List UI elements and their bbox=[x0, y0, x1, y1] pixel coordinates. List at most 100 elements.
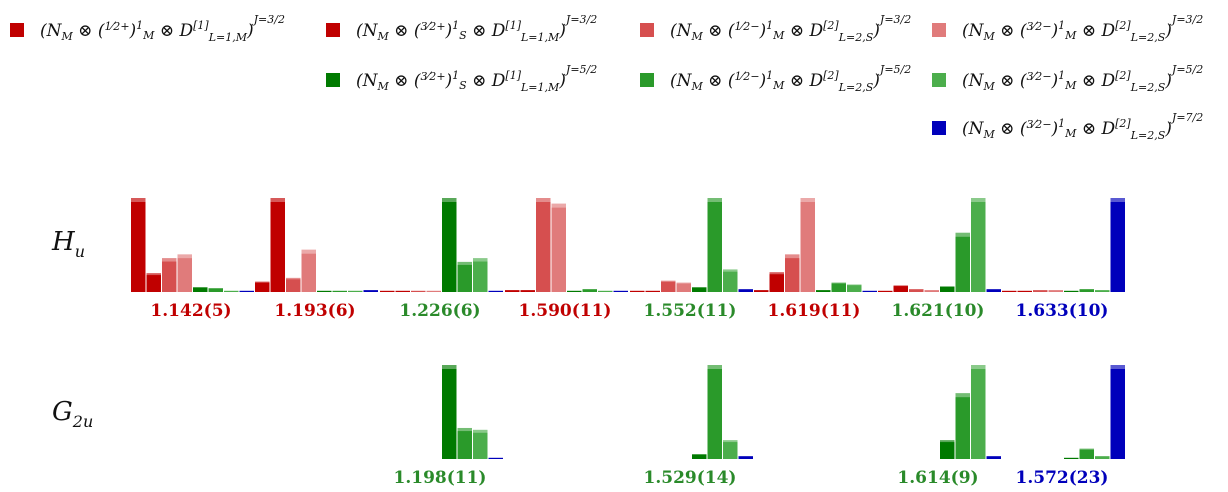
legend-entry-4: (NM ⊗ (3⁄2−)1M ⊗ D[2]L=2,S)J=3/2 bbox=[932, 13, 1203, 44]
bar bbox=[1017, 290, 1032, 292]
legend-entry-3: (NM ⊗ (1⁄2−)1M ⊗ D[2]L=2,S)J=3/2 bbox=[640, 13, 911, 44]
bar bbox=[940, 440, 955, 459]
bar bbox=[1033, 290, 1048, 292]
bar-group: 1.142(5) bbox=[131, 198, 254, 321]
mass-label: 1.619(11) bbox=[768, 301, 861, 321]
bar bbox=[676, 282, 691, 292]
bar-error-band bbox=[723, 440, 738, 443]
bar bbox=[816, 290, 831, 292]
bar bbox=[255, 281, 270, 292]
bar bbox=[800, 198, 815, 292]
bar bbox=[785, 254, 800, 292]
bar bbox=[661, 280, 676, 292]
bar bbox=[457, 261, 472, 292]
legend-swatch bbox=[326, 73, 340, 87]
bar bbox=[582, 289, 597, 292]
bar bbox=[878, 290, 893, 292]
bar bbox=[332, 290, 347, 292]
legend-label: (NM ⊗ (3⁄2+)1S ⊗ D[1]L=1,M)J=5/2 bbox=[356, 63, 597, 94]
bar-error-band bbox=[473, 429, 488, 433]
bar-error-band bbox=[769, 272, 784, 275]
bar bbox=[380, 290, 395, 292]
bar bbox=[707, 198, 722, 292]
bar bbox=[1048, 290, 1063, 292]
bar bbox=[738, 456, 753, 459]
bar bbox=[924, 290, 939, 292]
bar bbox=[363, 290, 378, 292]
mass-label: 1.529(14) bbox=[644, 468, 737, 488]
bar bbox=[146, 273, 161, 292]
legend: (NM ⊗ (1⁄2+)1M ⊗ D[1]L=1,M)J=3/2 (NM ⊗ (3… bbox=[10, 13, 1203, 142]
bar bbox=[442, 198, 457, 292]
bar-group: 1.193(6) bbox=[255, 198, 378, 321]
bar bbox=[1079, 289, 1094, 292]
mass-label: 1.193(6) bbox=[274, 301, 355, 321]
bar-error-band bbox=[255, 281, 270, 283]
bar bbox=[442, 365, 457, 459]
legend-entry-8: (NM ⊗ (3⁄2−)1M ⊗ D[2]L=2,S)J=7/2 bbox=[932, 111, 1203, 142]
bar-error-band bbox=[457, 427, 472, 432]
bar-error-band bbox=[286, 277, 301, 280]
legend-entry-2: (NM ⊗ (3⁄2+)1S ⊗ D[1]L=1,M)J=3/2 bbox=[326, 13, 597, 44]
bar-error-band bbox=[1079, 448, 1094, 450]
bar-error-band bbox=[177, 254, 192, 259]
bar-error-band bbox=[940, 286, 955, 287]
bar bbox=[971, 198, 986, 292]
bar bbox=[955, 393, 970, 459]
bar bbox=[1110, 365, 1125, 459]
bar bbox=[1064, 290, 1079, 292]
bar-error-band bbox=[893, 285, 908, 287]
bar bbox=[955, 232, 970, 292]
bar bbox=[971, 365, 986, 459]
bar bbox=[551, 203, 566, 292]
bar-error-band bbox=[162, 258, 177, 262]
bar bbox=[348, 290, 363, 292]
bar bbox=[1002, 290, 1017, 292]
bar bbox=[286, 277, 301, 292]
bar-error-band bbox=[723, 269, 738, 272]
bar-error-band bbox=[1110, 198, 1125, 202]
bar bbox=[1095, 290, 1110, 292]
bar-group: 1.198(11) bbox=[394, 365, 503, 488]
bar-group: 1.633(10) bbox=[1002, 198, 1125, 321]
bar bbox=[488, 290, 503, 292]
bar bbox=[193, 287, 208, 292]
bar bbox=[893, 285, 908, 292]
bar bbox=[692, 287, 707, 292]
bar bbox=[986, 289, 1001, 292]
bar bbox=[208, 288, 223, 292]
legend-swatch bbox=[640, 23, 654, 37]
legend-label: (NM ⊗ (1⁄2−)1M ⊗ D[2]L=2,S)J=5/2 bbox=[670, 63, 911, 94]
bar bbox=[505, 290, 520, 292]
mass-label: 1.633(10) bbox=[1016, 301, 1109, 321]
legend-swatch bbox=[932, 121, 946, 135]
row-label: Hu bbox=[51, 227, 85, 261]
bar bbox=[520, 290, 535, 292]
legend-label: (NM ⊗ (1⁄2+)1M ⊗ D[1]L=1,M)J=3/2 bbox=[40, 13, 285, 44]
bar bbox=[301, 249, 316, 292]
bar bbox=[831, 282, 846, 292]
bar bbox=[630, 290, 645, 292]
bar bbox=[723, 269, 738, 292]
bar bbox=[723, 440, 738, 459]
bar-error-band bbox=[301, 249, 316, 254]
bar-error-band bbox=[831, 282, 846, 284]
chart-rows: Hu 1.142(5) 1.193(6) 1.226(6) 1.590(11) 1.552… bbox=[51, 198, 1125, 488]
legend-entry-5: (NM ⊗ (3⁄2+)1S ⊗ D[1]L=1,M)J=5/2 bbox=[326, 63, 597, 94]
bar-error-band bbox=[676, 282, 691, 284]
bar bbox=[1110, 198, 1125, 292]
bar-group: 1.614(9) bbox=[897, 365, 1001, 488]
bar bbox=[426, 290, 441, 292]
mass-label: 1.621(10) bbox=[892, 301, 985, 321]
bar bbox=[457, 427, 472, 459]
bar bbox=[1079, 448, 1094, 459]
bar bbox=[239, 290, 254, 292]
mass-label: 1.572(23) bbox=[1016, 468, 1109, 488]
legend-label: (NM ⊗ (3⁄2−)1M ⊗ D[2]L=2,S)J=5/2 bbox=[962, 63, 1203, 94]
mass-label: 1.142(5) bbox=[150, 301, 231, 321]
bar bbox=[224, 290, 239, 292]
bar-group: 1.226(6) bbox=[380, 198, 503, 321]
bar bbox=[940, 286, 955, 292]
legend-swatch bbox=[326, 23, 340, 37]
